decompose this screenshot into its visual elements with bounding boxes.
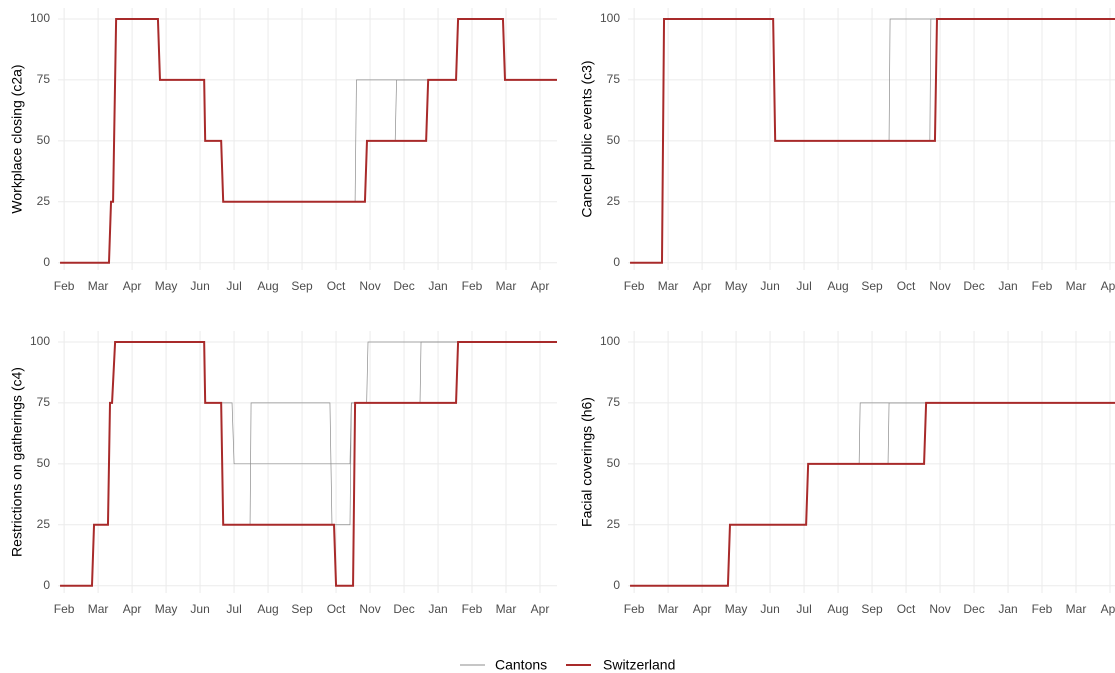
legend-label: Switzerland bbox=[603, 657, 675, 673]
x-tick-label: Feb bbox=[462, 279, 483, 293]
y-tick-label: 25 bbox=[607, 194, 621, 208]
x-tick-label: Jan bbox=[428, 279, 447, 293]
x-tick-label: Nov bbox=[929, 279, 950, 293]
x-tick-label: Oct bbox=[327, 602, 346, 616]
y-tick-label: 75 bbox=[37, 72, 51, 86]
x-tick-label: Dec bbox=[393, 602, 414, 616]
x-tick-label: Jul bbox=[226, 602, 241, 616]
line bbox=[630, 401, 1115, 587]
y-axis-title: Cancel public events (c3) bbox=[579, 60, 595, 217]
x-tick-label: Aug bbox=[257, 602, 278, 616]
x-tick-label: Sep bbox=[291, 602, 313, 616]
x-tick-label: Jan bbox=[998, 602, 1017, 616]
x-tick-label: Nov bbox=[929, 602, 950, 616]
x-tick-label: Jun bbox=[760, 602, 779, 616]
y-tick-label: 50 bbox=[607, 133, 621, 147]
x-tick-label: Mar bbox=[88, 602, 109, 616]
line bbox=[354, 18, 557, 202]
x-tick-label: Mar bbox=[1066, 602, 1087, 616]
x-tick-label: Mar bbox=[1066, 279, 1087, 293]
x-tick-label: Mar bbox=[496, 279, 517, 293]
y-tick-label: 100 bbox=[600, 334, 620, 348]
x-tick-label: Feb bbox=[1032, 279, 1053, 293]
x-tick-label: Feb bbox=[462, 602, 483, 616]
x-tick-label: Dec bbox=[963, 602, 984, 616]
x-tick-label: Jan bbox=[998, 279, 1017, 293]
y-tick-label: 50 bbox=[37, 456, 51, 470]
x-tick-label: May bbox=[725, 279, 748, 293]
legend-label: Cantons bbox=[495, 657, 547, 673]
x-tick-label: Feb bbox=[54, 279, 75, 293]
x-tick-label: Apr bbox=[1101, 279, 1115, 293]
x-tick-label: Mar bbox=[658, 279, 679, 293]
x-tick-label: Apr bbox=[123, 279, 142, 293]
x-tick-label: Apr bbox=[693, 602, 712, 616]
x-tick-label: Dec bbox=[393, 279, 414, 293]
line bbox=[60, 17, 557, 264]
x-tick-label: Feb bbox=[624, 279, 645, 293]
x-tick-label: Nov bbox=[359, 279, 380, 293]
x-tick-label: Mar bbox=[88, 279, 109, 293]
x-tick-label: Oct bbox=[897, 279, 916, 293]
y-tick-label: 0 bbox=[613, 255, 620, 269]
y-tick-label: 75 bbox=[607, 72, 621, 86]
y-tick-label: 100 bbox=[30, 334, 50, 348]
y-tick-label: 25 bbox=[37, 194, 51, 208]
x-tick-label: Jul bbox=[796, 279, 811, 293]
x-tick-label: Jul bbox=[226, 279, 241, 293]
x-tick-label: Apr bbox=[123, 602, 142, 616]
x-tick-label: Oct bbox=[897, 602, 916, 616]
y-tick-label: 75 bbox=[607, 395, 621, 409]
y-axis-title: Restrictions on gatherings (c4) bbox=[9, 367, 25, 557]
y-axis-title: Workplace closing (c2a) bbox=[9, 64, 25, 213]
x-tick-label: Jun bbox=[760, 279, 779, 293]
x-tick-label: Apr bbox=[1101, 602, 1115, 616]
x-tick-label: Nov bbox=[359, 602, 380, 616]
y-tick-label: 0 bbox=[613, 578, 620, 592]
x-tick-label: Apr bbox=[531, 602, 550, 616]
y-axis-title: Facial coverings (h6) bbox=[579, 397, 595, 527]
x-tick-label: Sep bbox=[291, 279, 313, 293]
y-tick-label: 25 bbox=[37, 517, 51, 531]
x-tick-label: Jul bbox=[796, 602, 811, 616]
x-tick-label: Oct bbox=[327, 279, 346, 293]
x-tick-label: Feb bbox=[54, 602, 75, 616]
y-tick-label: 100 bbox=[30, 11, 50, 25]
x-tick-label: Mar bbox=[658, 602, 679, 616]
x-tick-label: Mar bbox=[496, 602, 517, 616]
x-tick-label: May bbox=[155, 602, 178, 616]
line bbox=[223, 341, 459, 526]
x-tick-label: Dec bbox=[963, 279, 984, 293]
y-tick-label: 50 bbox=[37, 133, 51, 147]
x-tick-label: Jun bbox=[190, 602, 209, 616]
x-tick-label: Feb bbox=[1032, 602, 1053, 616]
x-tick-label: Aug bbox=[827, 279, 848, 293]
y-tick-label: 0 bbox=[43, 255, 50, 269]
y-tick-label: 50 bbox=[607, 456, 621, 470]
y-tick-label: 75 bbox=[37, 395, 51, 409]
x-tick-label: Aug bbox=[257, 279, 278, 293]
x-tick-label: Jan bbox=[428, 602, 447, 616]
x-tick-label: May bbox=[155, 279, 178, 293]
x-tick-label: Apr bbox=[531, 279, 550, 293]
y-tick-label: 25 bbox=[607, 517, 621, 531]
x-tick-label: Sep bbox=[861, 279, 883, 293]
line bbox=[888, 18, 937, 141]
x-tick-label: Feb bbox=[624, 602, 645, 616]
line bbox=[60, 340, 557, 587]
x-tick-label: Aug bbox=[827, 602, 848, 616]
y-tick-label: 100 bbox=[600, 11, 620, 25]
x-tick-label: Sep bbox=[861, 602, 883, 616]
x-tick-label: Jun bbox=[190, 279, 209, 293]
x-tick-label: May bbox=[725, 602, 748, 616]
y-tick-label: 0 bbox=[43, 578, 50, 592]
line bbox=[630, 17, 1115, 264]
line bbox=[887, 402, 927, 464]
line bbox=[858, 402, 927, 464]
x-tick-label: Apr bbox=[693, 279, 712, 293]
line bbox=[929, 18, 937, 141]
